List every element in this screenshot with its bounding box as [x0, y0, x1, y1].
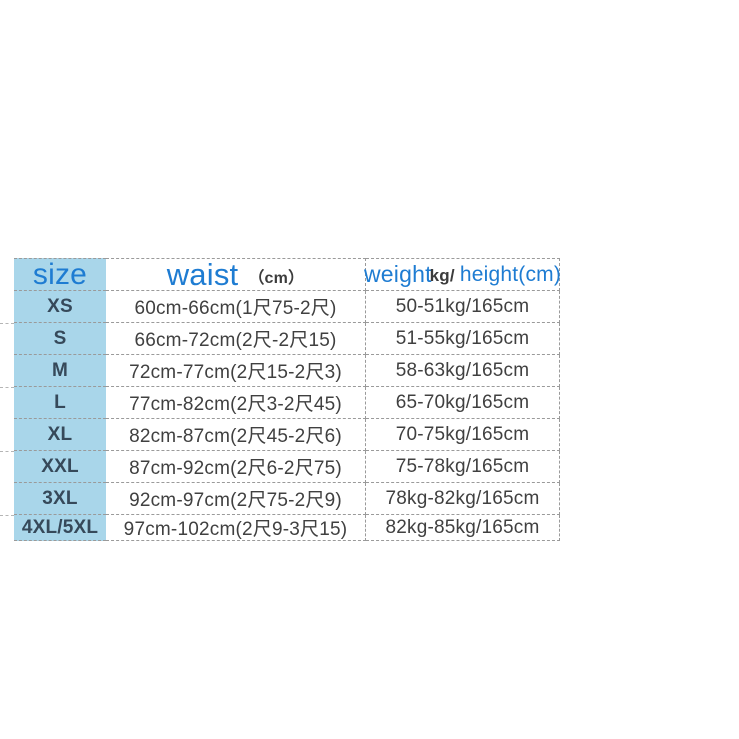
- size-cell-3xl: 3XL: [14, 483, 106, 515]
- size-chart-table: size waist （cm） weight kg/ height(cm) XS…: [14, 256, 562, 541]
- size-cell-s: S: [14, 323, 106, 355]
- left-line-stub: [0, 387, 14, 388]
- header-waist-label: waist: [166, 256, 239, 292]
- size-cell-m: M: [14, 355, 106, 387]
- header-weight-height: weight kg/ height(cm): [363, 258, 562, 291]
- header-weight-unit: kg/: [429, 265, 455, 285]
- size-cell-4xl5xl: 4XL/5XL: [14, 515, 106, 541]
- left-line-stub: [0, 323, 14, 324]
- size-cell-l: L: [14, 387, 106, 419]
- weight-height-cell-xxl: 75-78kg/165cm: [366, 451, 560, 483]
- size-cell-xxl: XXL: [14, 451, 106, 483]
- waist-cell-xl: 82cm-87cm(2尺45-2尺6): [106, 419, 366, 451]
- size-cell-xs: XS: [14, 291, 106, 323]
- waist-cell-4xl5xl: 97cm-102cm(2尺9-3尺15): [106, 515, 366, 541]
- size-cell-xl: XL: [14, 419, 106, 451]
- header-weight-label: weight: [363, 261, 432, 287]
- waist-cell-xs: 60cm-66cm(1尺75-2尺): [106, 291, 366, 323]
- waist-cell-s: 66cm-72cm(2尺-2尺15): [106, 323, 366, 355]
- left-line-stub: [0, 515, 14, 516]
- weight-height-cell-xs: 50-51kg/165cm: [366, 291, 560, 323]
- waist-cell-m: 72cm-77cm(2尺15-2尺3): [106, 355, 366, 387]
- weight-height-cell-s: 51-55kg/165cm: [366, 323, 560, 355]
- weight-height-cell-3xl: 78kg-82kg/165cm: [366, 483, 560, 515]
- waist-cell-xxl: 87cm-92cm(2尺6-2尺75): [106, 451, 366, 483]
- header-size: size: [14, 258, 106, 291]
- header-waist: waist （cm）: [106, 256, 366, 292]
- weight-height-cell-l: 65-70kg/165cm: [366, 387, 560, 419]
- left-line-stub: [0, 451, 14, 452]
- header-height-label: height(cm): [459, 262, 562, 286]
- header-waist-unit: （cm）: [248, 269, 305, 287]
- waist-cell-3xl: 92cm-97cm(2尺75-2尺9): [106, 483, 366, 515]
- weight-height-cell-xl: 70-75kg/165cm: [366, 419, 560, 451]
- weight-height-cell-m: 58-63kg/165cm: [366, 355, 560, 387]
- weight-height-cell-4xl5xl: 82kg-85kg/165cm: [366, 515, 560, 541]
- waist-cell-l: 77cm-82cm(2尺3-2尺45): [106, 387, 366, 419]
